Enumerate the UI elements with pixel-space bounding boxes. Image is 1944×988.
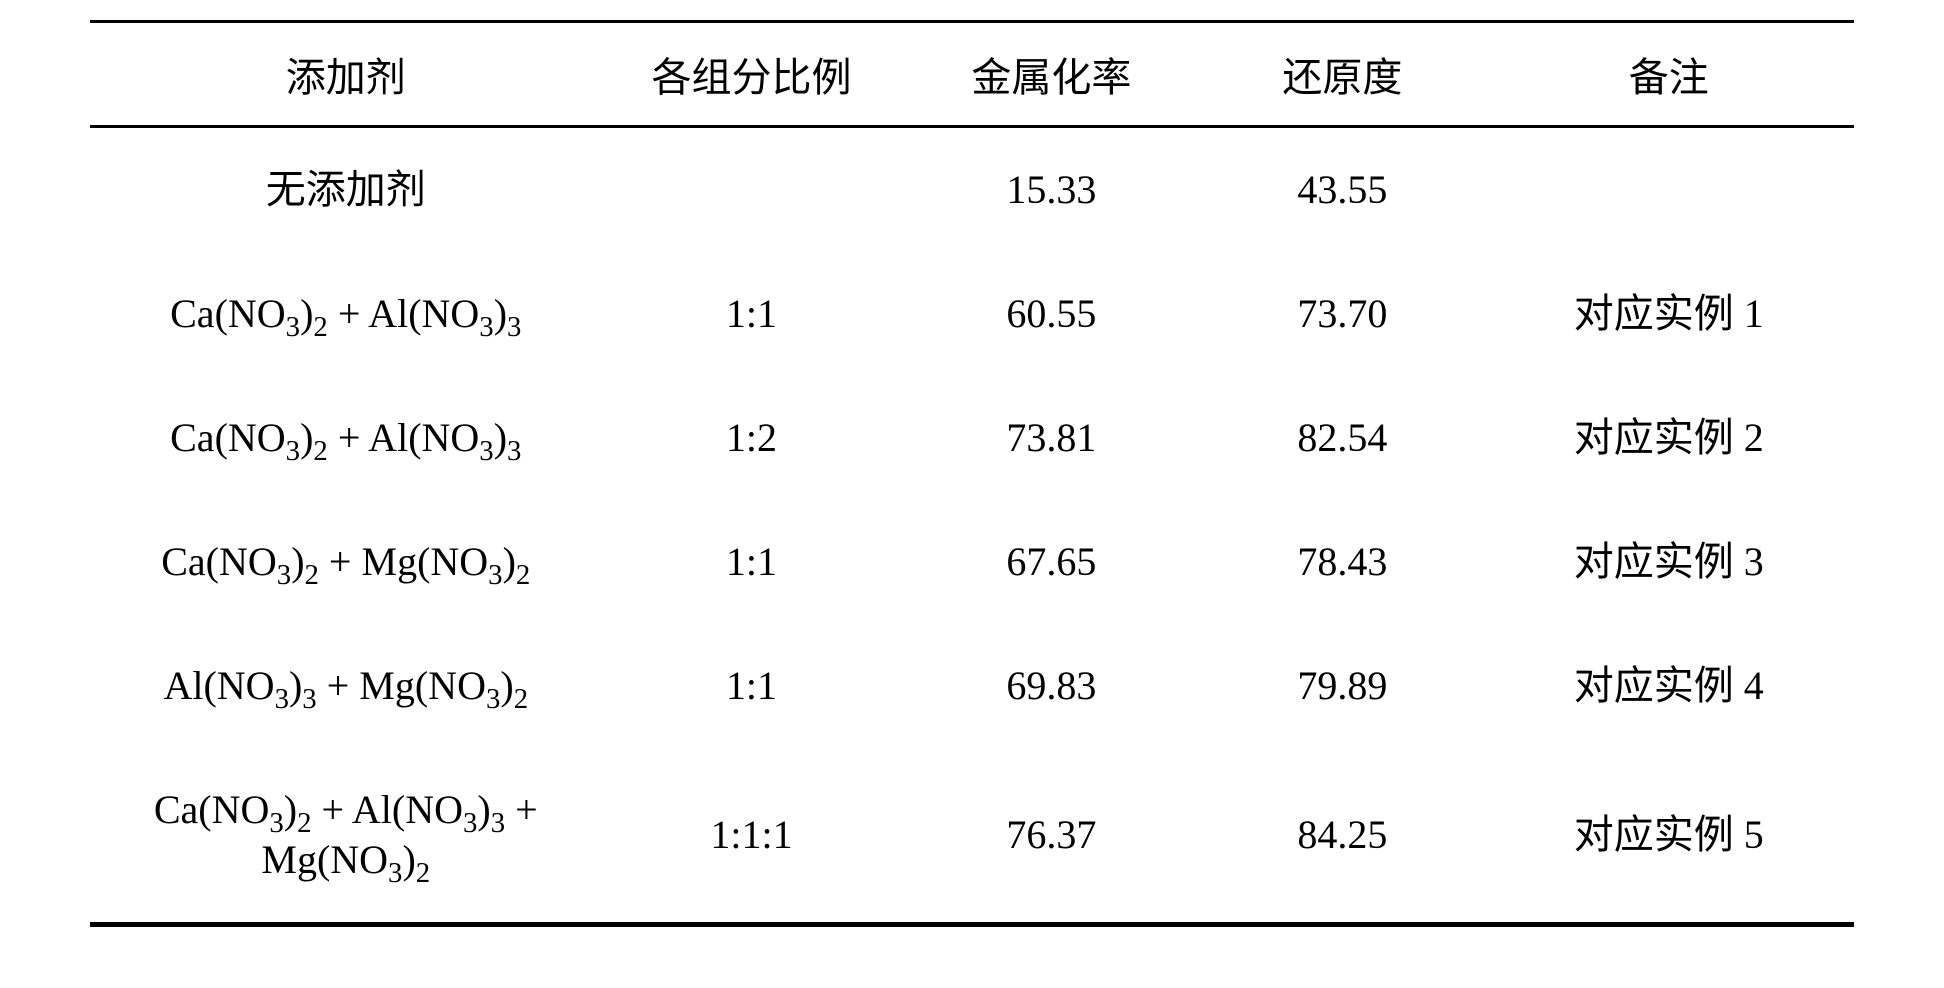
col-remark: 备注: [1484, 22, 1854, 127]
additive-formula: 无添加剂: [266, 167, 426, 212]
cell-reduction: 84.25: [1201, 748, 1483, 925]
cell-additive: Al(NO3)3 + Mg(NO3)2: [90, 624, 602, 748]
additive-formula: Ca(NO3)2 + Al(NO3)3 +Mg(NO3)2: [98, 785, 594, 885]
cell-metal-rate: 15.33: [901, 127, 1201, 253]
table-row: Ca(NO3)2 + Al(NO3)3 1:160.5573.70对应实例 1: [90, 252, 1854, 376]
table-row: Al(NO3)3 + Mg(NO3)2 1:169.8379.89对应实例 4: [90, 624, 1854, 748]
cell-remark: [1484, 127, 1854, 253]
page: 添加剂 各组分比例 金属化率 还原度 备注 无添加剂15.3343.55Ca(N…: [0, 0, 1944, 988]
cell-ratio: 1:1: [602, 624, 902, 748]
cell-metal-rate: 69.83: [901, 624, 1201, 748]
additive-formula: Ca(NO3)2 + Mg(NO3)2: [161, 539, 530, 584]
cell-reduction: 82.54: [1201, 376, 1483, 500]
cell-additive: Ca(NO3)2 + Al(NO3)3: [90, 252, 602, 376]
cell-ratio: 1:1: [602, 252, 902, 376]
cell-ratio: 1:1:1: [602, 748, 902, 925]
cell-remark: 对应实例 2: [1484, 376, 1854, 500]
col-additive: 添加剂: [90, 22, 602, 127]
cell-reduction: 43.55: [1201, 127, 1483, 253]
cell-reduction: 79.89: [1201, 624, 1483, 748]
cell-reduction: 78.43: [1201, 500, 1483, 624]
table-row: 无添加剂 15.3343.55: [90, 127, 1854, 253]
cell-additive: Ca(NO3)2 + Al(NO3)3: [90, 376, 602, 500]
cell-metal-rate: 73.81: [901, 376, 1201, 500]
cell-ratio: 1:2: [602, 376, 902, 500]
table-body: 无添加剂15.3343.55Ca(NO3)2 + Al(NO3)31:160.5…: [90, 127, 1854, 925]
cell-additive: Ca(NO3)2 + Al(NO3)3 +Mg(NO3)2: [90, 748, 602, 925]
cell-remark: 对应实例 3: [1484, 500, 1854, 624]
cell-reduction: 73.70: [1201, 252, 1483, 376]
table-row: Ca(NO3)2 + Mg(NO3)2 1:167.6578.43对应实例 3: [90, 500, 1854, 624]
additive-table: 添加剂 各组分比例 金属化率 还原度 备注 无添加剂15.3343.55Ca(N…: [90, 20, 1854, 927]
cell-ratio: [602, 127, 902, 253]
table-row: Ca(NO3)2 + Al(NO3)3 1:273.8182.54对应实例 2: [90, 376, 1854, 500]
additive-formula: Al(NO3)3 + Mg(NO3)2: [163, 663, 528, 708]
cell-remark: 对应实例 4: [1484, 624, 1854, 748]
col-reduction: 还原度: [1201, 22, 1483, 127]
cell-remark: 对应实例 1: [1484, 252, 1854, 376]
table-row: Ca(NO3)2 + Al(NO3)3 +Mg(NO3)21:1:176.378…: [90, 748, 1854, 925]
cell-additive: Ca(NO3)2 + Mg(NO3)2: [90, 500, 602, 624]
additive-formula: Ca(NO3)2 + Al(NO3)3: [170, 415, 521, 460]
table-header-row: 添加剂 各组分比例 金属化率 还原度 备注: [90, 22, 1854, 127]
cell-ratio: 1:1: [602, 500, 902, 624]
cell-metal-rate: 67.65: [901, 500, 1201, 624]
cell-additive: 无添加剂: [90, 127, 602, 253]
additive-formula: Ca(NO3)2 + Al(NO3)3: [170, 291, 521, 336]
col-ratio: 各组分比例: [602, 22, 902, 127]
cell-remark: 对应实例 5: [1484, 748, 1854, 925]
col-metal-rate: 金属化率: [901, 22, 1201, 127]
cell-metal-rate: 76.37: [901, 748, 1201, 925]
cell-metal-rate: 60.55: [901, 252, 1201, 376]
